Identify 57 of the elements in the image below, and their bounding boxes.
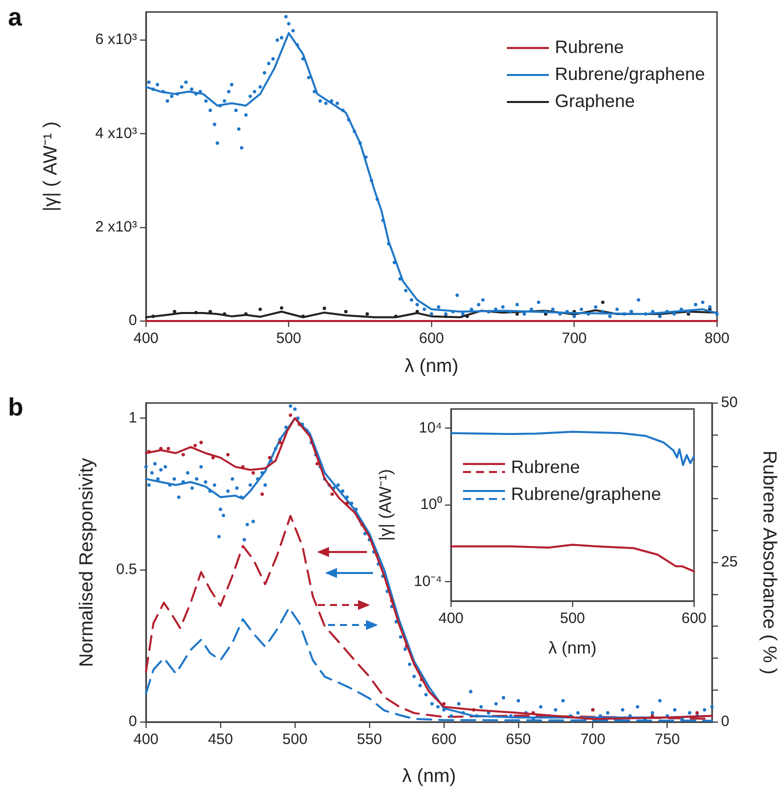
- point: [252, 471, 255, 475]
- point: [268, 456, 272, 460]
- legend-label: Rubrene: [554, 36, 624, 57]
- x-tick-label: 800: [704, 330, 730, 348]
- y-tick-label: 4 x10³: [95, 124, 137, 142]
- point: [211, 456, 215, 460]
- chart-title: a: [8, 3, 23, 32]
- x-tick-label: 500: [560, 610, 586, 628]
- y-axis-title: Normalised Responsivity: [76, 457, 98, 668]
- x-tick-label: 400: [438, 610, 464, 628]
- x-tick-label: 550: [356, 731, 382, 748]
- point: [278, 440, 282, 444]
- point: [442, 702, 446, 706]
- y-tick-label: 0: [128, 713, 137, 730]
- x-tick-label: 600: [418, 330, 444, 348]
- y-axis-title: |γ| (AW⁻¹): [376, 469, 395, 541]
- x-tick-label: 650: [506, 731, 531, 748]
- point: [260, 492, 264, 496]
- x-tick-label: 700: [580, 731, 606, 748]
- y2-tick-label: 0: [721, 713, 730, 730]
- y-tick-label: 10⁻⁴: [414, 572, 442, 590]
- y2-tick-label: 25: [721, 554, 738, 571]
- x-tick-label: 500: [282, 731, 308, 748]
- y2-tick-label: 50: [721, 394, 738, 412]
- y-tick-label: 2 x10³: [95, 218, 137, 236]
- x-tick-label: 600: [681, 610, 707, 628]
- x-tick-label: 500: [276, 330, 302, 348]
- x-axis-title: λ (nm): [548, 638, 597, 658]
- y-tick-label: 1: [128, 409, 137, 426]
- point: [288, 413, 292, 417]
- y-tick-label: 6 x10³: [95, 31, 137, 48]
- y-tick-label: 0.5: [116, 561, 137, 578]
- x-tick-label: 400: [133, 731, 159, 748]
- x-tick-label: 700: [562, 330, 587, 348]
- y-tick-label: 10⁰: [420, 496, 442, 514]
- point: [199, 440, 203, 444]
- legend-label: Rubrene/graphene: [511, 484, 662, 504]
- y2-axis-title: Rubrene Absorbance ( % ): [758, 450, 780, 674]
- legend-label: Rubrene/graphene: [554, 64, 706, 84]
- legend-label: Graphene: [554, 90, 635, 111]
- point: [330, 492, 334, 496]
- point: [166, 446, 170, 450]
- x-tick-label: 750: [654, 731, 680, 748]
- point: [695, 711, 699, 715]
- x-tick-label: 400: [133, 330, 159, 348]
- chart-title: b: [8, 393, 24, 422]
- x-tick-label: 450: [208, 731, 233, 748]
- point: [226, 452, 230, 456]
- y-tick-label: 0: [128, 312, 137, 330]
- y-tick-label: 10⁴: [418, 419, 442, 436]
- x-axis-title: λ (nm): [402, 766, 456, 787]
- point: [193, 444, 197, 448]
- x-tick-label: 600: [431, 731, 456, 748]
- legend-label: Rubrene: [511, 456, 580, 477]
- x-axis-title: λ (nm): [404, 356, 458, 377]
- y-axis-title: |γ| ( AW⁻¹ ): [40, 121, 62, 212]
- point: [182, 452, 185, 456]
